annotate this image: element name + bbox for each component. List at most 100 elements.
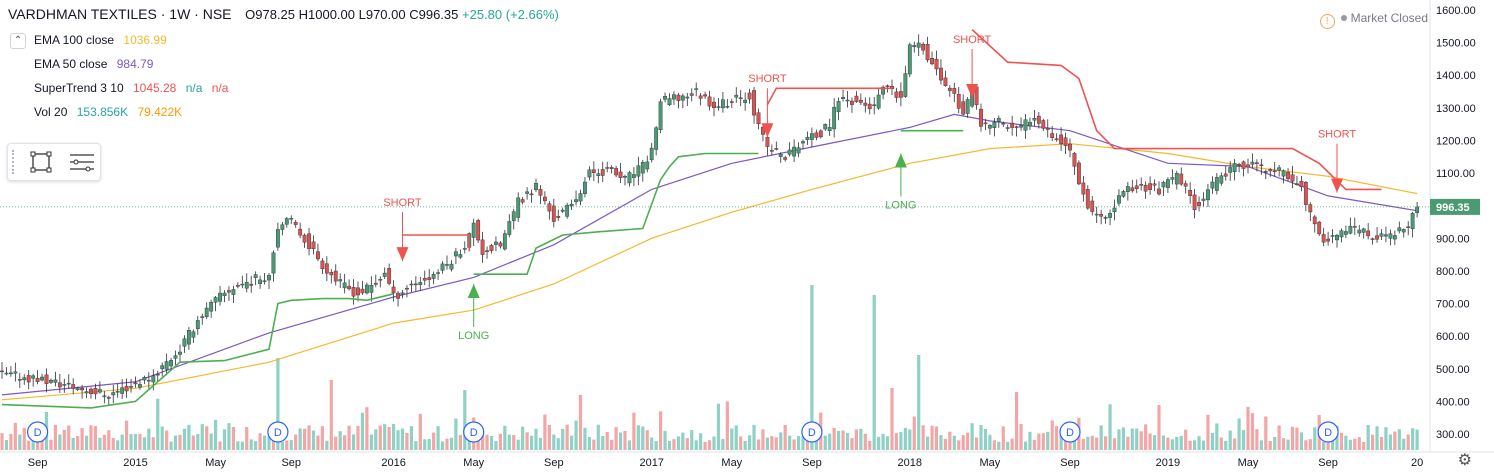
- candle-body: [1281, 170, 1286, 177]
- candle-body: [1415, 206, 1420, 213]
- candle-body: [565, 204, 570, 217]
- volume-bars: [0, 285, 1419, 450]
- candle-body: [1326, 238, 1331, 242]
- legend-value: 1036.99: [123, 33, 167, 47]
- volume-bar: [1299, 432, 1303, 450]
- volume-bar: [49, 439, 53, 450]
- gear-icon[interactable]: ⚙: [1457, 452, 1472, 469]
- candle-body: [516, 197, 521, 218]
- volume-bar: [1282, 438, 1286, 450]
- legend-ema100[interactable]: EMA 100 close 1036.99: [34, 33, 167, 47]
- candle-body: [632, 174, 636, 178]
- volume-bar: [423, 439, 427, 450]
- volume-bar: [356, 425, 360, 450]
- candle-body: [485, 250, 489, 252]
- volume-bar: [93, 426, 98, 450]
- candle-body: [396, 292, 400, 299]
- candle-body: [1272, 170, 1277, 172]
- candle-body: [680, 95, 685, 101]
- x-tick-label: May: [1238, 457, 1259, 469]
- candle-body: [57, 382, 62, 388]
- candle-body: [1112, 207, 1117, 212]
- volume-bar: [27, 440, 31, 450]
- candle-body: [952, 87, 957, 94]
- candle-body: [1397, 227, 1402, 232]
- volume-bar: [828, 433, 832, 450]
- volume-bar: [9, 434, 13, 450]
- volume-bar: [574, 420, 578, 450]
- candle-body: [511, 211, 516, 222]
- legend-supertrend[interactable]: SuperTrend 3 10 1045.28 n/a n/a: [34, 81, 228, 95]
- candle-body: [235, 284, 240, 287]
- legend-ema50[interactable]: EMA 50 close 984.79: [34, 57, 153, 71]
- rectangle-tool-icon[interactable]: [30, 151, 52, 173]
- volume-bar: [1104, 436, 1108, 450]
- candle-body: [1045, 127, 1050, 130]
- candle-body: [636, 165, 641, 177]
- volume-bar: [383, 424, 387, 450]
- drag-handle-icon[interactable]: [12, 150, 16, 174]
- candle-body: [810, 133, 814, 140]
- volume-bar: [796, 436, 801, 450]
- x-tick-label: May: [205, 457, 226, 469]
- volume-bar: [280, 441, 284, 450]
- volume-bar: [205, 426, 209, 450]
- candle-body: [574, 199, 578, 203]
- volume-bar: [120, 434, 124, 450]
- volume-bar: [1006, 441, 1010, 450]
- candle-body: [600, 169, 605, 176]
- candle-body: [1174, 173, 1179, 185]
- volume-bar: [752, 424, 756, 450]
- volume-bar: [303, 428, 307, 450]
- candle-body: [587, 169, 592, 178]
- volume-bar: [173, 435, 178, 450]
- volume-bar: [1193, 440, 1197, 450]
- candle-body: [186, 330, 191, 345]
- ohlc-values: O978.25 H1000.00 L970.00 C996.35: [245, 7, 459, 22]
- exclamation-icon[interactable]: !: [1319, 14, 1335, 29]
- volume-bar: [1184, 429, 1188, 450]
- candle-body: [333, 270, 338, 282]
- candle-body: [876, 94, 881, 109]
- volume-bar: [543, 414, 547, 450]
- legend-volume[interactable]: Vol 20 153.856K 79.422K: [34, 105, 182, 119]
- candle-body: [400, 292, 405, 295]
- volume-bar: [663, 430, 667, 450]
- candle-body: [142, 376, 147, 381]
- long-arrow-icon: [467, 283, 480, 298]
- candle-body: [556, 216, 561, 218]
- candle-body: [40, 376, 44, 381]
- volume-bar: [676, 436, 680, 450]
- volume-bar: [583, 427, 587, 450]
- candle-body: [218, 292, 222, 302]
- candle-body: [1295, 183, 1299, 185]
- market-status: ! Market Closed: [1319, 11, 1428, 29]
- dividend-marker-label: D: [470, 427, 478, 439]
- volume-bar: [592, 439, 596, 450]
- volume-bar: [343, 435, 347, 450]
- candle-body: [934, 58, 939, 70]
- x-tick-label: Sep: [1060, 457, 1080, 469]
- volume-bar: [654, 441, 658, 450]
- candle-body: [378, 279, 383, 281]
- volume-bar: [1397, 429, 1401, 450]
- candle-body: [1090, 200, 1095, 212]
- candle-body: [734, 94, 739, 98]
- volume-bar: [850, 437, 854, 450]
- volume-bar: [707, 440, 712, 450]
- ema50-line: [1, 113, 1418, 396]
- object-tree-icon[interactable]: [68, 151, 96, 173]
- volume-bar: [529, 435, 534, 450]
- volume-bar: [1273, 436, 1277, 450]
- candle-body: [827, 127, 832, 131]
- candle-body: [1192, 194, 1197, 210]
- volume-bar: [1117, 429, 1121, 450]
- candle-body: [961, 101, 966, 115]
- candle-body: [1268, 169, 1273, 172]
- volume-bar: [952, 435, 956, 450]
- collapse-legend-chevron-icon[interactable]: ⌃: [10, 33, 26, 49]
- candle-body: [1223, 173, 1228, 177]
- volume-bar: [988, 434, 992, 450]
- volume-bar: [36, 439, 40, 450]
